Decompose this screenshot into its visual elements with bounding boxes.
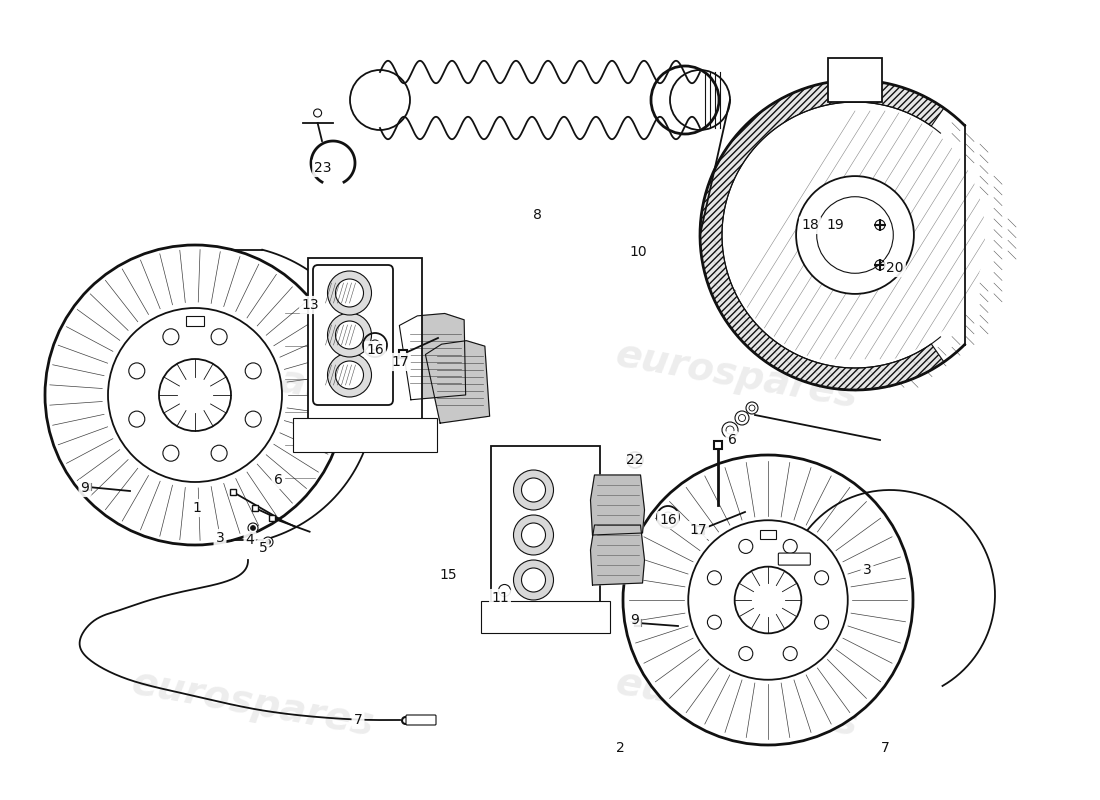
Circle shape	[521, 568, 546, 592]
Circle shape	[735, 411, 749, 425]
Circle shape	[163, 446, 179, 462]
Circle shape	[336, 279, 363, 307]
Polygon shape	[591, 525, 645, 585]
Circle shape	[336, 321, 363, 349]
Text: 22: 22	[626, 453, 644, 467]
Circle shape	[514, 560, 553, 600]
Text: 10: 10	[629, 245, 647, 259]
Circle shape	[689, 520, 848, 680]
Circle shape	[163, 329, 179, 345]
Text: 17: 17	[392, 355, 409, 369]
Text: 20: 20	[887, 261, 904, 275]
Circle shape	[245, 363, 261, 379]
Text: 23: 23	[315, 161, 332, 175]
Polygon shape	[399, 314, 465, 400]
Circle shape	[749, 405, 755, 411]
FancyBboxPatch shape	[779, 553, 811, 565]
FancyBboxPatch shape	[760, 530, 775, 539]
Circle shape	[328, 353, 372, 397]
Text: 15: 15	[439, 568, 456, 582]
Circle shape	[739, 646, 752, 661]
FancyBboxPatch shape	[186, 316, 204, 326]
Text: 6: 6	[274, 473, 283, 487]
Text: 13: 13	[301, 298, 319, 312]
Circle shape	[336, 361, 363, 389]
Circle shape	[514, 515, 553, 555]
Text: 6: 6	[727, 433, 736, 447]
Circle shape	[265, 539, 271, 545]
Text: 3: 3	[216, 531, 224, 545]
Circle shape	[251, 526, 255, 530]
Circle shape	[245, 411, 261, 427]
Text: 18: 18	[801, 218, 818, 232]
Circle shape	[498, 585, 510, 597]
Text: eurospares: eurospares	[613, 664, 861, 744]
Circle shape	[783, 539, 798, 554]
Circle shape	[738, 414, 746, 422]
Circle shape	[735, 566, 801, 634]
FancyBboxPatch shape	[308, 258, 422, 422]
Text: 16: 16	[366, 343, 384, 357]
Text: 4: 4	[245, 533, 254, 547]
Text: eurospares: eurospares	[129, 336, 377, 416]
Text: 9: 9	[80, 481, 89, 495]
Circle shape	[248, 523, 258, 533]
Circle shape	[328, 313, 372, 357]
Circle shape	[521, 478, 546, 502]
Text: 11: 11	[491, 591, 509, 605]
FancyBboxPatch shape	[293, 418, 437, 452]
Circle shape	[815, 571, 828, 585]
FancyBboxPatch shape	[491, 446, 600, 605]
Text: 5: 5	[258, 541, 267, 555]
Circle shape	[815, 615, 828, 629]
Text: eurospares: eurospares	[613, 336, 861, 416]
Circle shape	[328, 271, 372, 315]
Text: 2: 2	[616, 741, 625, 755]
Circle shape	[739, 539, 752, 554]
Circle shape	[726, 426, 734, 434]
Text: 3: 3	[862, 563, 871, 577]
Circle shape	[783, 646, 798, 661]
Text: 16: 16	[659, 513, 676, 527]
Circle shape	[521, 523, 546, 547]
Text: eurospares: eurospares	[129, 664, 377, 744]
Text: 17: 17	[690, 523, 707, 537]
Circle shape	[108, 308, 282, 482]
FancyBboxPatch shape	[828, 58, 882, 102]
Circle shape	[707, 571, 722, 585]
Polygon shape	[426, 341, 490, 423]
Polygon shape	[700, 80, 944, 390]
Circle shape	[263, 537, 273, 547]
Text: 8: 8	[532, 208, 541, 222]
Text: 1: 1	[192, 501, 201, 515]
Text: 19: 19	[826, 218, 844, 232]
Circle shape	[129, 363, 145, 379]
Circle shape	[129, 411, 145, 427]
Text: 7: 7	[881, 741, 890, 755]
Text: 9: 9	[630, 613, 639, 627]
Circle shape	[796, 176, 914, 294]
FancyBboxPatch shape	[481, 601, 609, 633]
Circle shape	[514, 470, 553, 510]
Circle shape	[211, 446, 227, 462]
Text: 7: 7	[353, 713, 362, 727]
Circle shape	[746, 402, 758, 414]
Circle shape	[722, 422, 738, 438]
Circle shape	[632, 457, 638, 463]
Circle shape	[211, 329, 227, 345]
FancyBboxPatch shape	[314, 265, 393, 405]
Circle shape	[160, 359, 231, 431]
Circle shape	[707, 615, 722, 629]
Circle shape	[623, 455, 913, 745]
FancyBboxPatch shape	[406, 715, 436, 725]
Polygon shape	[591, 475, 645, 535]
